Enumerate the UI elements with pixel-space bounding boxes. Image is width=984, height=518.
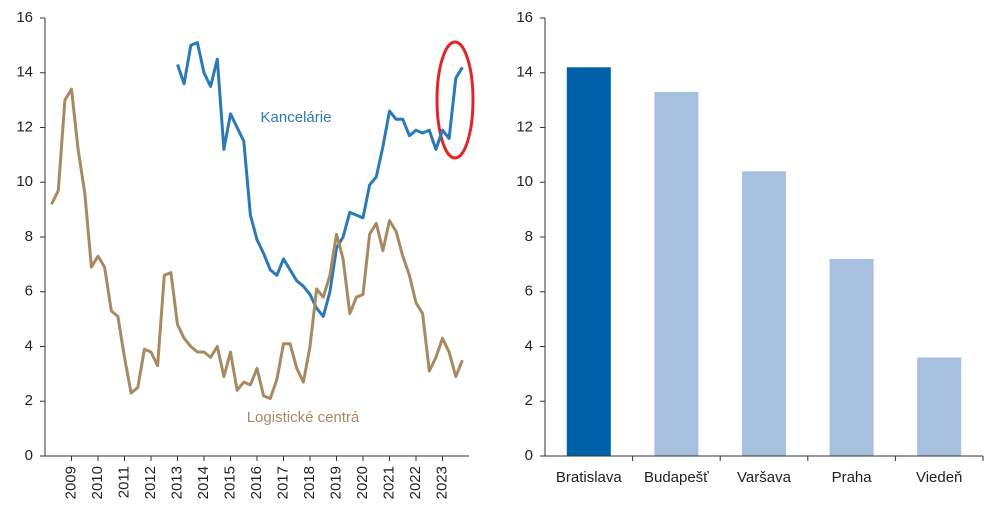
y-tick-label: 10 (16, 173, 33, 190)
x-tick-label: 2019 (327, 466, 344, 499)
y-tick-label: 10 (516, 173, 533, 190)
x-tick-label: 2009 (62, 466, 79, 499)
y-tick-label: 2 (525, 392, 533, 409)
y-tick-label: 12 (16, 118, 33, 135)
y-tick-label: 14 (516, 64, 533, 81)
y-tick-label: 2 (25, 392, 33, 409)
bar (742, 171, 786, 457)
y-tick-label: 0 (25, 447, 33, 464)
x-tick-label: Budapešť (644, 469, 709, 486)
highlight-ellipse (435, 40, 475, 160)
y-tick-label: 16 (516, 9, 533, 26)
x-tick-label: 2014 (195, 466, 212, 499)
y-tick-label: 8 (25, 228, 33, 245)
x-tick-label: 2017 (274, 466, 291, 499)
y-tick-label: 6 (25, 283, 33, 300)
y-tick-label: 6 (525, 283, 533, 300)
x-tick-label: Praha (832, 469, 873, 486)
x-tick-label: 2011 (115, 466, 132, 498)
x-tick-label: Viedeň (916, 469, 962, 486)
y-tick-label: 12 (516, 118, 533, 135)
series-label: Kancelárie (261, 109, 332, 126)
x-tick-label: 2023 (433, 466, 450, 499)
y-tick-label: 4 (25, 337, 33, 354)
x-tick-label: 2016 (248, 466, 265, 499)
x-tick-label: 2012 (142, 466, 159, 499)
x-tick-label: 2010 (89, 466, 106, 499)
line-series (176, 41, 464, 318)
x-tick-label: 2013 (168, 466, 185, 499)
bar (829, 258, 874, 456)
y-tick-label: 4 (525, 337, 533, 354)
y-tick-label: 0 (525, 447, 533, 464)
x-tick-label: Bratislava (556, 469, 623, 486)
y-tick-label: 14 (16, 64, 33, 81)
x-tick-label: 2018 (301, 466, 318, 499)
bar (566, 67, 611, 457)
x-tick-label: 2021 (380, 466, 397, 499)
y-tick-label: 16 (16, 9, 33, 26)
x-tick-label: 2022 (407, 466, 424, 499)
x-tick-label: Varšava (737, 469, 792, 486)
line-series (50, 87, 464, 400)
series-label: Logistické centrá (247, 409, 360, 426)
y-tick-label: 8 (525, 228, 533, 245)
x-tick-label: 2020 (354, 466, 371, 499)
bar (917, 357, 962, 456)
x-tick-label: 2015 (221, 466, 238, 499)
bar (654, 91, 699, 456)
